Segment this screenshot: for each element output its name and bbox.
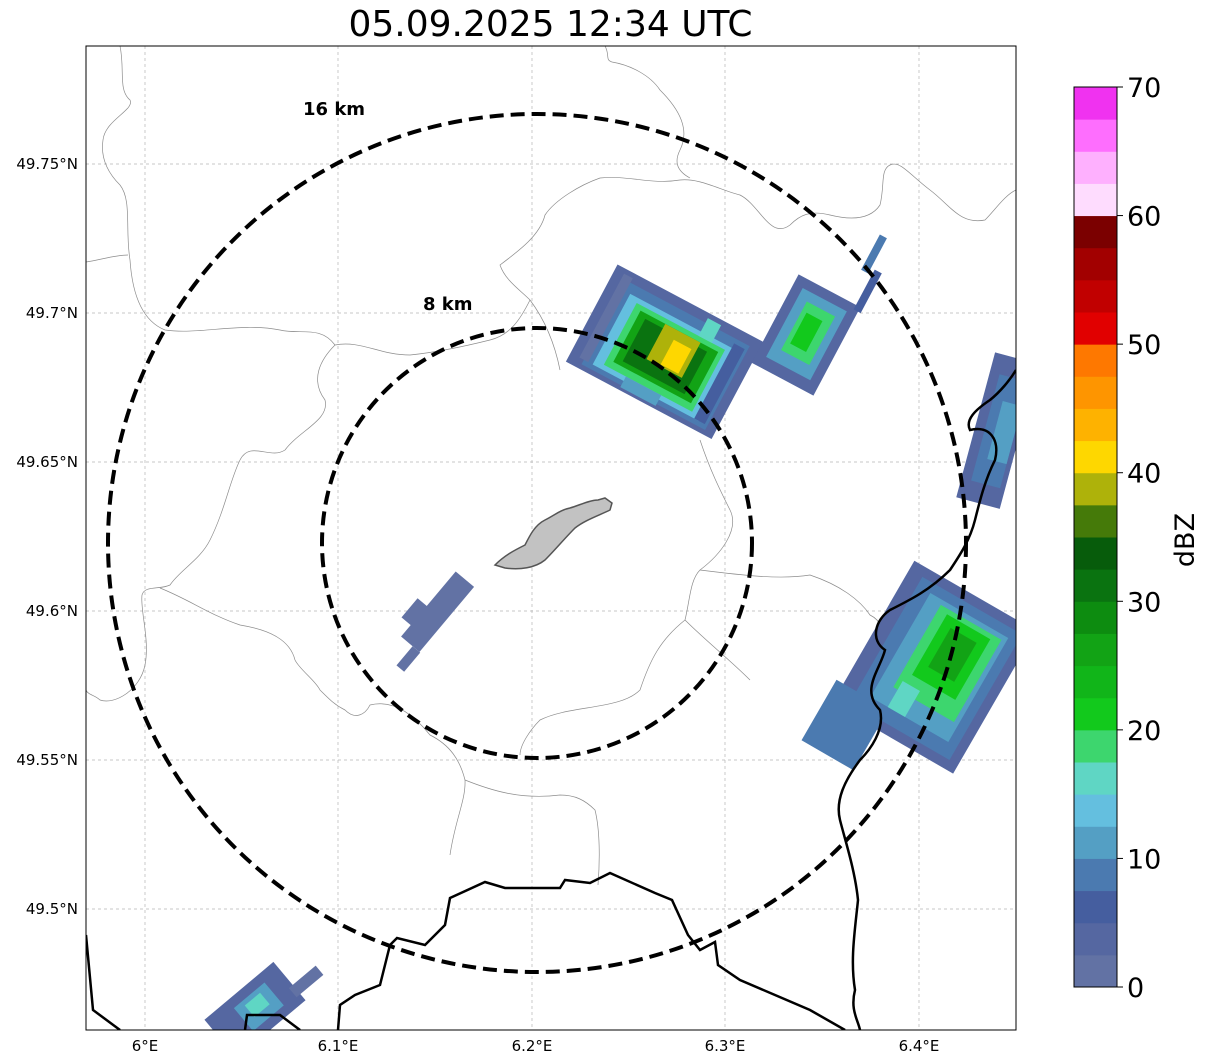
range-ring-16km: [106, 112, 968, 974]
colorbar-segment: [1074, 890, 1117, 924]
colorbar-tick-label: 70: [1127, 73, 1161, 104]
x-tick: 6.1°E: [318, 1037, 359, 1055]
colorbar-segment: [1074, 215, 1117, 249]
colorbar-segment: [1074, 601, 1117, 634]
colorbar: [1074, 87, 1117, 988]
colorbar-tick-label: 40: [1127, 459, 1161, 490]
colorbar-segment: [1074, 87, 1117, 120]
colorbar-segment: [1074, 247, 1117, 281]
colorbar-segment: [1074, 119, 1117, 152]
colorbar-segment: [1074, 858, 1117, 892]
x-tick: 6°E: [132, 1037, 159, 1055]
colorbar-segment: [1074, 151, 1117, 184]
colorbar-segment: [1074, 440, 1117, 474]
colorbar-segment: [1074, 537, 1117, 570]
colorbar-segment: [1074, 762, 1117, 795]
colorbar-segment: [1074, 344, 1117, 377]
x-tick: 6.4°E: [899, 1037, 940, 1055]
map-title: 05.09.2025 12:34 UTC: [348, 4, 753, 45]
colorbar-segment: [1074, 279, 1117, 313]
echo-cell-west: [396, 571, 475, 672]
x-tick: 6.2°E: [512, 1037, 553, 1055]
colorbar-tick-label: 60: [1127, 202, 1161, 233]
municipal-boundaries: [86, 46, 1016, 886]
colorbar-segment: [1074, 183, 1117, 217]
y-tick: 49.65°N: [16, 453, 78, 471]
colorbar-segment: [1074, 376, 1117, 409]
y-tick: 49.6°N: [26, 602, 78, 620]
echo-cell-northeast: [751, 269, 882, 396]
y-tick: 49.55°N: [16, 751, 78, 769]
gridlines: [86, 46, 1016, 1030]
ring-label-8km: 8 km: [423, 294, 473, 315]
y-tick: 49.7°N: [26, 304, 78, 322]
colorbar-segment: [1074, 794, 1117, 827]
echo-cluster-southwest: [204, 961, 324, 1030]
colorbar-segment: [1074, 922, 1117, 956]
colorbar-segment: [1074, 697, 1117, 731]
colorbar-segment: [1074, 312, 1117, 345]
echo-cell-east: [956, 352, 1016, 509]
radar-echoes: [204, 234, 1016, 1030]
colorbar-segment: [1074, 954, 1117, 988]
colorbar-segment: [1074, 665, 1117, 699]
colorbar-segment: [1074, 408, 1117, 442]
colorbar-segment: [1074, 826, 1117, 859]
colorbar-tick-label: 10: [1127, 844, 1161, 875]
y-tick: 49.5°N: [26, 900, 78, 918]
colorbar-segment: [1074, 504, 1117, 538]
x-axis-ticks: 6°E 6.1°E 6.2°E 6.3°E 6.4°E: [132, 1037, 940, 1055]
colorbar-segment: [1074, 633, 1117, 667]
colorbar-segment: [1074, 729, 1117, 763]
city-area: [493, 497, 613, 570]
colorbar-segment: [1074, 472, 1117, 506]
colorbar-tick-label: 50: [1127, 330, 1161, 361]
colorbar-label: dBZ: [1170, 513, 1201, 567]
y-axis-ticks: 49.75°N 49.7°N 49.65°N 49.6°N 49.55°N 49…: [16, 155, 78, 918]
range-ring-8km: [320, 326, 754, 760]
x-tick: 6.3°E: [705, 1037, 746, 1055]
colorbar-frame: [1073, 86, 1118, 988]
colorbar-tick-label: 30: [1127, 587, 1161, 618]
colorbar-tick-label: 0: [1127, 973, 1144, 1004]
echo-cluster-north: [565, 264, 764, 440]
y-tick: 49.75°N: [16, 155, 78, 173]
colorbar-segment: [1074, 569, 1117, 602]
colorbar-ticks: 0 10 20 30 40 50 60 70: [1117, 73, 1161, 1004]
colorbar-tick-label: 20: [1127, 716, 1161, 747]
ring-label-16km: 16 km: [303, 99, 365, 120]
range-rings: [106, 112, 968, 974]
map-frame: [85, 45, 1017, 1031]
